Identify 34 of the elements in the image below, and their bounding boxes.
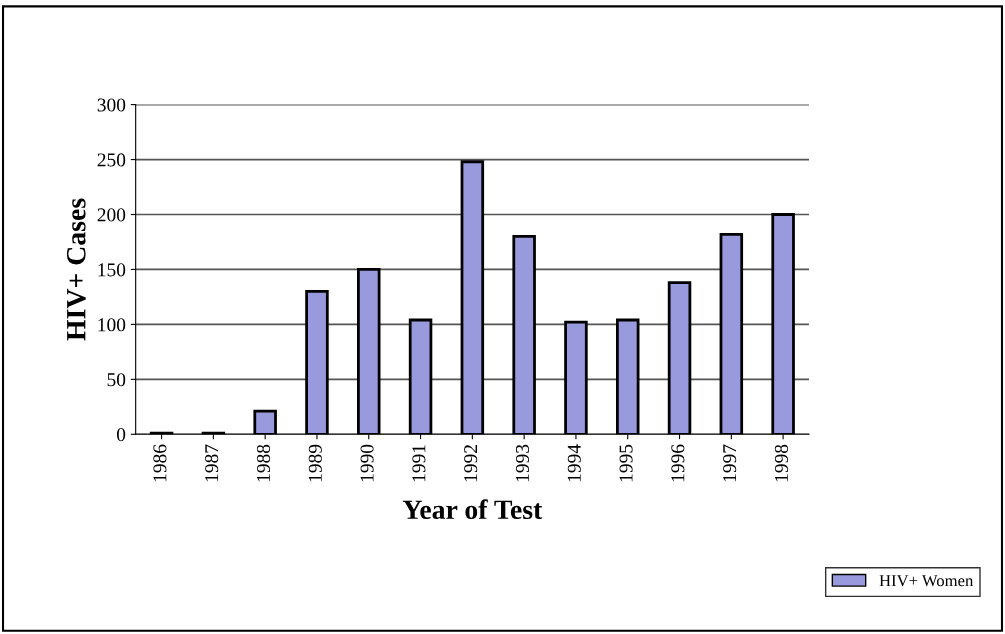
bar (771, 213, 795, 435)
x-tick-label: 1991 (412, 445, 426, 482)
x-tick-label: 1987 (205, 444, 219, 482)
x-tick-label: 1988 (256, 444, 271, 482)
y-tick-label: 200 (97, 208, 126, 222)
x-tick-label: 1993 (515, 444, 530, 482)
bar (253, 409, 277, 435)
y-tick-label: 300 (97, 98, 126, 112)
bar (408, 318, 433, 435)
bar (615, 318, 640, 435)
bar (460, 160, 485, 435)
x-tick-label: 1995 (619, 444, 633, 482)
x-tick-label: 1998 (774, 444, 788, 482)
y-tick-label: 250 (97, 153, 126, 167)
x-tick-label: 1994 (567, 444, 581, 482)
bar (564, 320, 588, 435)
bar (357, 268, 381, 435)
legend-label: HIV+ Women (879, 575, 974, 587)
x-tick-label: 1989 (308, 444, 322, 482)
bar (719, 232, 744, 435)
x-tick-label: 1990 (360, 444, 374, 482)
bar (667, 281, 692, 435)
bar (512, 235, 536, 435)
y-tick-label: 100 (98, 318, 126, 332)
y-tick-label: 0 (116, 428, 126, 442)
y-tick-label: 150 (98, 263, 126, 277)
y-axis-title: HIV+ Cases (66, 198, 86, 341)
x-tick-label: 1997 (723, 444, 737, 482)
x-tick-label: 1986 (153, 444, 167, 482)
x-axis-title: Year of Test (402, 499, 543, 520)
x-tick-label: 1996 (671, 444, 685, 482)
bar (305, 290, 329, 435)
x-tick-label: 1992 (464, 445, 478, 482)
y-tick-label: 50 (107, 373, 126, 387)
